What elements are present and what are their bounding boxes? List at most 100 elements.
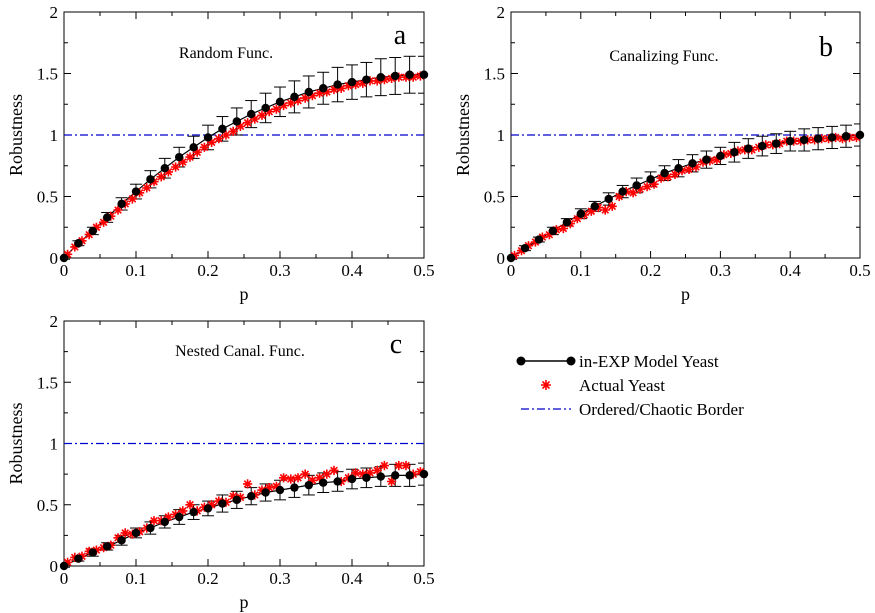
legend-model-dot-right: [566, 356, 576, 366]
actual-yeast-point: [264, 107, 274, 117]
model-point: [232, 495, 241, 505]
actual-yeast-point: [663, 172, 673, 182]
model-point: [218, 124, 227, 134]
actual-yeast-point: [257, 110, 267, 120]
model-point: [88, 548, 98, 557]
actual-yeast-point: [163, 167, 173, 177]
model-point: [146, 175, 155, 184]
actual-yeast-point: [516, 246, 527, 256]
actual-yeast-point: [142, 183, 152, 193]
actual-yeast-point: [250, 114, 260, 124]
x-tick-label: 0.5: [413, 569, 434, 588]
actual-yeast-point: [329, 465, 339, 476]
x-axis-label: p: [681, 284, 690, 304]
model-point: [203, 133, 213, 142]
model-point: [261, 103, 270, 113]
actual-yeast-point: [523, 241, 534, 251]
x-axis-label: p: [240, 284, 249, 304]
actual-yeast-point: [379, 460, 389, 471]
model-point: [590, 202, 599, 211]
model-point: [562, 218, 572, 227]
model-point: [376, 472, 385, 481]
model-point: [827, 133, 837, 142]
actual-yeast-point: [243, 479, 253, 489]
model-point: [290, 483, 299, 492]
y-axis-label: Robustness: [6, 402, 26, 484]
model-point: [261, 488, 270, 497]
legend-label: Ordered/Chaotic Border: [579, 400, 744, 419]
model-point: [146, 523, 155, 533]
model-point: [117, 199, 126, 209]
model-point: [319, 478, 328, 487]
model-point: [405, 70, 414, 79]
model-point: [660, 168, 669, 178]
actual-yeast-point: [300, 93, 310, 103]
model-point: [419, 469, 429, 479]
actual-yeast-point: [607, 201, 617, 211]
model-point: [632, 181, 641, 190]
actual-yeast-point: [851, 132, 862, 143]
actual-yeast-point: [558, 223, 568, 234]
actual-yeast-point: [684, 164, 694, 174]
actual-yeast-point: [415, 467, 425, 477]
model-point: [131, 187, 141, 196]
x-tick-label: 0.3: [710, 261, 731, 280]
model-point: [74, 554, 83, 563]
model-point: [702, 155, 711, 164]
actual-yeast-point: [387, 73, 397, 83]
actual-yeast-point: [257, 485, 267, 495]
x-tick-label: 0.3: [269, 261, 290, 280]
actual-yeast-point: [572, 214, 582, 224]
x-tick-label: 0.1: [125, 261, 146, 280]
model-point: [362, 75, 371, 84]
panel-a-random-func: 0 0.1 0.2 0.3 0.4 0.5 0 0.5 1 1.5 2 p Robustness Rand…: [6, 3, 435, 304]
model-point: [376, 72, 385, 82]
model-series-line: [510, 134, 861, 259]
x-tick-label: 0.2: [197, 261, 218, 280]
x-axis-label: p: [240, 592, 249, 612]
actual-yeast-point: [628, 188, 638, 198]
actual-yeast-point: [509, 250, 520, 261]
model-point: [604, 194, 613, 204]
actual-yeast-point: [113, 205, 123, 215]
actual-yeast-point: [286, 98, 296, 108]
y-axis-label: Robustness: [6, 94, 26, 176]
y-tick-label: 1.5: [37, 65, 58, 84]
actual-yeast-point: [698, 157, 708, 167]
actual-yeast-point: [149, 516, 159, 526]
model-point: [275, 485, 285, 495]
y-tick-label: 2: [50, 312, 59, 331]
actual-yeast-point: [171, 162, 181, 172]
model-point: [799, 135, 809, 145]
actual-yeast-point: [408, 72, 418, 82]
actual-yeast-point: [600, 205, 610, 215]
actual-yeast-point: [293, 473, 303, 483]
model-point: [88, 226, 98, 236]
panel-letter: b: [819, 32, 833, 63]
actual-yeast-point: [207, 500, 217, 510]
model-point: [730, 148, 739, 157]
x-tick-label: 0.4: [341, 569, 363, 588]
model-point: [391, 471, 400, 480]
model-point: [772, 139, 781, 148]
model-point: [319, 84, 328, 93]
actual-yeast-point: [221, 130, 231, 140]
actual-yeast-point: [149, 177, 159, 187]
panel-b-canalizing-func: 0 0.1 0.2 0.3 0.4 0.5 0 0.5 1 1.5 2 p Robustness Cana…: [453, 3, 871, 304]
actual-yeast-point: [185, 152, 195, 162]
model-point: [786, 136, 795, 146]
model-point: [117, 536, 126, 545]
actual-yeast-point: [63, 249, 73, 259]
model-point: [506, 253, 516, 263]
model-point: [103, 542, 112, 551]
x-tick-label: 0.2: [197, 569, 218, 588]
actual-yeast-point: [214, 134, 224, 144]
actual-yeast-point: [70, 242, 80, 252]
actual-yeast-point: [670, 169, 680, 179]
model-point: [74, 239, 83, 248]
model-point: [304, 87, 313, 97]
actual-yeast-point: [99, 217, 109, 227]
x-tick-label: 0.1: [570, 261, 591, 280]
actual-yeast-point: [329, 84, 339, 95]
model-point: [520, 243, 530, 253]
